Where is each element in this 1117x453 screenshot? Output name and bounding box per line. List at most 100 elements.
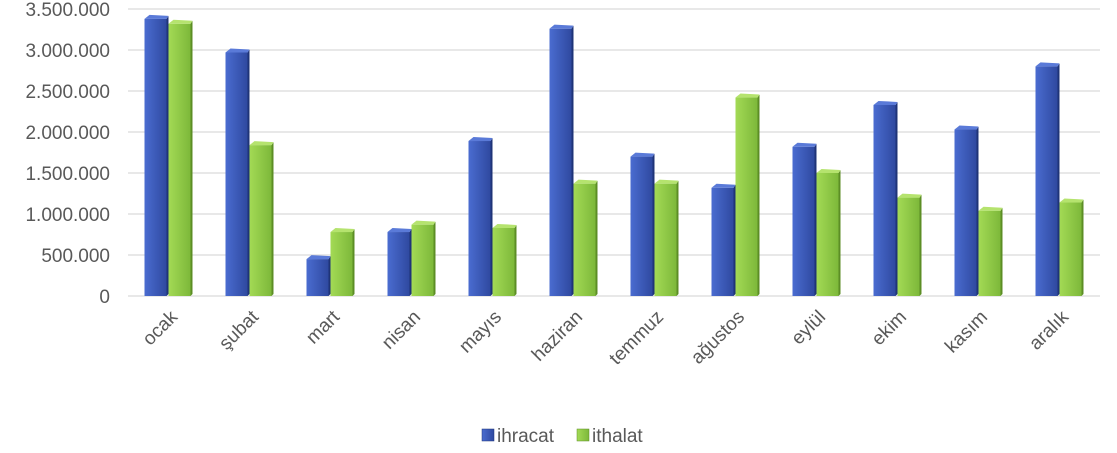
bar-front [978, 210, 1001, 296]
bar-front [144, 18, 167, 297]
bar-front [387, 232, 410, 296]
bar-side [514, 224, 517, 296]
bar-ithalat-ağustos [735, 93, 760, 296]
bar-front [492, 227, 515, 296]
bar-front [1059, 202, 1082, 296]
bar-side [166, 15, 169, 297]
x-tick-label: nisan [378, 307, 425, 354]
bar-ihracat-eylül [792, 142, 817, 296]
bar-side [409, 229, 412, 296]
bars [144, 14, 1084, 297]
legend: ihracat ithalat [481, 426, 643, 447]
bar-top [387, 228, 412, 233]
x-tick-label: mayıs [455, 307, 506, 358]
bar-side [919, 194, 922, 296]
bar-side [571, 25, 574, 297]
bar-ithalat-eylül [816, 169, 841, 296]
y-tick-label: 500.000 [41, 246, 110, 267]
bar-top [144, 14, 169, 19]
bar-top [249, 141, 274, 146]
bar-front [168, 23, 191, 296]
bar-ihracat-haziran [549, 24, 574, 297]
bar-side [976, 126, 979, 296]
bar-top [630, 152, 655, 157]
bar-side [490, 138, 493, 296]
bar-ihracat-ağustos [711, 183, 736, 296]
bar-side [352, 229, 355, 296]
bar-ihracat-mayıs [468, 137, 493, 296]
bar-top [792, 142, 817, 147]
bar-ihracat-aralık [1035, 62, 1060, 297]
bar-side [895, 101, 898, 296]
bar-side [1081, 199, 1084, 296]
bar-top [735, 93, 760, 98]
bar-front [711, 187, 734, 296]
bar-top [306, 255, 331, 260]
bar-top [978, 206, 1003, 211]
bar-top [897, 193, 922, 198]
y-tick-label: 3.000.000 [25, 41, 110, 62]
bar-front [816, 173, 839, 296]
bar-ithalat-ocak [168, 19, 193, 296]
x-tick-label: eylül [788, 307, 830, 349]
bar-top [330, 228, 355, 233]
bar-front [654, 183, 677, 296]
bar-front [249, 145, 272, 296]
bar-ihracat-ekim [873, 100, 898, 296]
bar-front [468, 141, 491, 296]
x-tick-label: kasım [941, 307, 992, 358]
bar-ihracat-kasım [954, 125, 979, 296]
x-tick-label: haziran [528, 307, 587, 366]
bar-ithalat-şubat [249, 141, 274, 296]
bar-ithalat-nisan [411, 220, 436, 296]
x-tick-label: şubat [215, 306, 263, 354]
bar-side [814, 143, 817, 296]
y-tick-label: 2.000.000 [25, 123, 110, 144]
bar-front [954, 129, 977, 296]
bar-top [468, 137, 493, 142]
bar-front [735, 97, 758, 296]
bar-ihracat-temmuz [630, 152, 655, 296]
bar-front [630, 156, 653, 296]
bar-front [873, 104, 896, 296]
bar-side [652, 153, 655, 296]
bar-top [711, 183, 736, 188]
bar-side [733, 184, 736, 296]
bar-side [328, 256, 331, 296]
bar-top [168, 19, 193, 24]
y-tick-label: 2.500.000 [25, 82, 110, 103]
x-tick-label: mart [302, 306, 344, 348]
bar-ithalat-temmuz [654, 179, 679, 296]
x-axis-labels: ocak şubat mart nisan mayıs haziran temmuz ağus… [139, 306, 1074, 369]
bar-front [792, 146, 815, 296]
y-axis-ticks: 0 500.000 1.000.000 1.500.000 2.000.000 2.500… [25, 0, 110, 308]
bar-side [838, 170, 841, 296]
y-tick-label: 0 [99, 287, 110, 308]
y-tick-label: 3.500.000 [25, 0, 110, 21]
bar-side [595, 180, 598, 296]
bar-ithalat-mayıs [492, 223, 517, 296]
bar-front [1035, 66, 1058, 297]
bar-top [573, 179, 598, 184]
bar-front [897, 197, 920, 296]
bar-side [433, 221, 436, 296]
bar-side [247, 49, 250, 297]
bar-side [757, 94, 760, 296]
bar-ihracat-şubat [225, 48, 250, 297]
bar-front [573, 183, 596, 296]
bar-ithalat-haziran [573, 179, 598, 296]
gridlines [128, 8, 1100, 297]
bar-front [306, 259, 329, 296]
legend-swatch-ithalat [576, 428, 590, 442]
bar-top [492, 223, 517, 228]
bar-top [873, 100, 898, 105]
bar-ithalat-kasım [978, 206, 1003, 296]
x-tick-label: aralık [1025, 306, 1073, 354]
x-tick-label: ekim [868, 307, 911, 350]
bar-side [676, 180, 679, 296]
bar-ihracat-ocak [144, 14, 169, 297]
bar-side [1000, 207, 1003, 296]
bar-top [549, 24, 574, 29]
legend-swatch-ihracat [481, 428, 495, 442]
